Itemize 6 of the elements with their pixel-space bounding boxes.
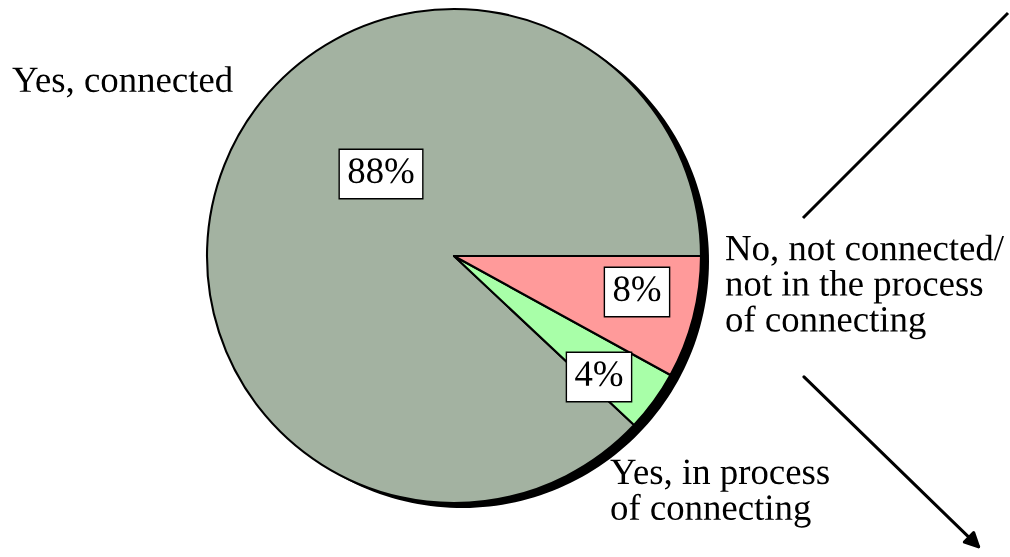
data-label: 4% <box>575 361 623 387</box>
legend-label: No, not connected/ not in the process of connecting <box>725 234 1005 340</box>
slice-label: Yes, in process of connecting <box>610 459 829 528</box>
data-label: 8% <box>613 276 661 302</box>
data-label: 88% <box>348 158 414 184</box>
slice-label: Yes, connected <box>12 66 233 98</box>
